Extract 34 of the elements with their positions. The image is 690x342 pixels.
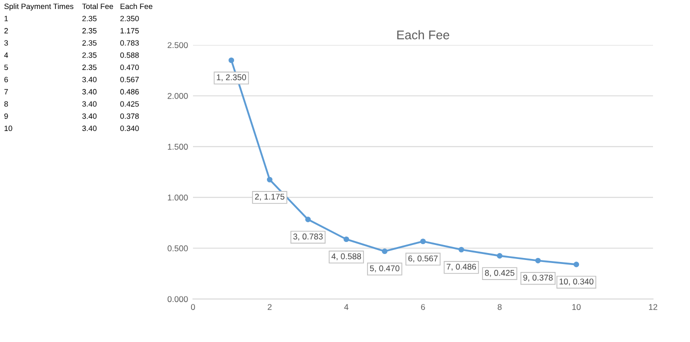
data-label: 1, 2.350 [216, 74, 246, 82]
point [344, 236, 350, 242]
x-tick-label: 6 [421, 304, 425, 310]
point [574, 262, 580, 268]
y-tick-label: 2.500 [168, 42, 188, 48]
point [535, 258, 541, 264]
data-label: 3, 0.783 [293, 234, 323, 240]
data-label: 4, 0.588 [331, 253, 362, 260]
point [266, 176, 272, 182]
x-tick-label: 0 [191, 304, 195, 310]
x-tick-label: 12 [649, 304, 658, 310]
data-label: 6, 0.567 [408, 256, 438, 262]
point [420, 238, 426, 244]
chart-title: Each Fee [397, 30, 450, 40]
y-tick-label: 0.500 [168, 245, 188, 252]
x-tick-label: 4 [344, 304, 348, 310]
data-label: 8, 0.425 [484, 270, 514, 277]
data-label: 9, 0.378 [523, 274, 553, 282]
x-tick-label: 10 [572, 304, 581, 310]
data-label: 7, 0.486 [446, 264, 476, 271]
x-tick-label: 2 [268, 304, 272, 310]
data-label: 5, 0.470 [370, 265, 400, 272]
data-label: 2, 1.175 [255, 194, 284, 201]
y-tick-label: 2.000 [168, 93, 188, 99]
y-tick-label: 0.000 [168, 296, 188, 302]
data-label: 10, 0.340 [560, 278, 594, 286]
point [305, 216, 311, 222]
y-tick-label: 1.000 [168, 194, 188, 200]
point [458, 246, 464, 252]
point [382, 248, 388, 254]
y-tick-label: 1.500 [168, 144, 188, 150]
point [496, 253, 502, 259]
x-tick-label: 8 [498, 304, 502, 310]
point [228, 57, 234, 64]
